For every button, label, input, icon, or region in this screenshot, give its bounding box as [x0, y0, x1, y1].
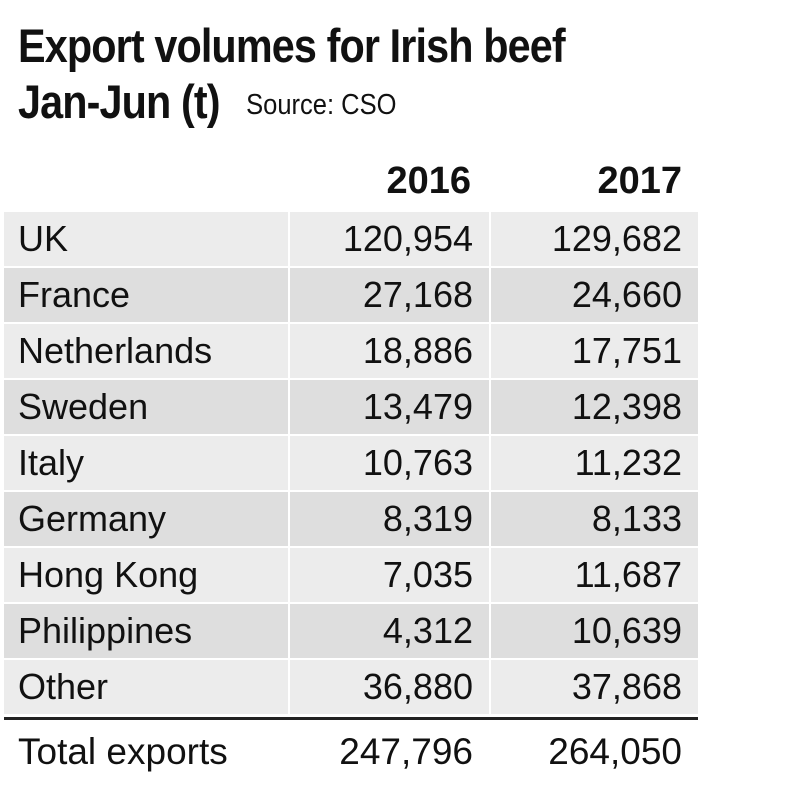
value-2016: 36,880: [290, 660, 489, 714]
value-2016: 10,763: [290, 436, 489, 490]
row-label: Philippines: [4, 604, 288, 658]
table-row: Sweden 13,479 12,398: [4, 380, 698, 434]
table-row: Other 36,880 37,868: [4, 660, 698, 714]
value-2017: 12,398: [491, 380, 698, 434]
total-2016: 247,796: [339, 731, 473, 772]
row-label: Sweden: [4, 380, 288, 434]
table-row: Philippines 4,312 10,639: [4, 604, 698, 658]
row-label: Netherlands: [4, 324, 288, 378]
table-row: Germany 8,319 8,133: [4, 492, 698, 546]
table-header: 2016 2017: [0, 155, 700, 207]
row-label: France: [4, 268, 288, 322]
table-row: Hong Kong 7,035 11,687: [4, 548, 698, 602]
total-divider: [4, 717, 698, 720]
value-2017: 24,660: [491, 268, 698, 322]
data-table: UK 120,954 129,682 France 27,168 24,660 …: [4, 212, 698, 716]
total-row: Total exports 247,796 264,050: [4, 722, 698, 782]
source-note: Source: CSO: [246, 89, 397, 121]
table-row: France 27,168 24,660: [4, 268, 698, 322]
title-line-2: Jan-Jun (t) Source: CSO: [18, 74, 565, 133]
table-row: UK 120,954 129,682: [4, 212, 698, 266]
chart-title: Export volumes for Irish beef Jan-Jun (t…: [18, 18, 566, 133]
value-2017: 8,133: [491, 492, 698, 546]
row-label: Germany: [4, 492, 288, 546]
total-2017: 264,050: [548, 731, 682, 772]
table-row: Netherlands 18,886 17,751: [4, 324, 698, 378]
table-row: Italy 10,763 11,232: [4, 436, 698, 490]
column-header-2016: 2016: [386, 160, 471, 202]
value-2016: 13,479: [290, 380, 489, 434]
value-2016: 18,886: [290, 324, 489, 378]
value-2017: 17,751: [491, 324, 698, 378]
row-label: UK: [4, 212, 288, 266]
row-label: Italy: [4, 436, 288, 490]
title-line-2-text: Jan-Jun (t): [18, 75, 221, 128]
column-header-2017: 2017: [597, 160, 682, 202]
value-2016: 120,954: [290, 212, 489, 266]
row-label: Other: [4, 660, 288, 714]
total-label: Total exports: [18, 731, 228, 772]
value-2016: 7,035: [290, 548, 489, 602]
value-2016: 27,168: [290, 268, 489, 322]
value-2016: 8,319: [290, 492, 489, 546]
value-2017: 129,682: [491, 212, 698, 266]
value-2017: 10,639: [491, 604, 698, 658]
row-label: Hong Kong: [4, 548, 288, 602]
value-2016: 4,312: [290, 604, 489, 658]
value-2017: 37,868: [491, 660, 698, 714]
value-2017: 11,687: [491, 548, 698, 602]
value-2017: 11,232: [491, 436, 698, 490]
title-line-1: Export volumes for Irish beef: [18, 19, 566, 72]
